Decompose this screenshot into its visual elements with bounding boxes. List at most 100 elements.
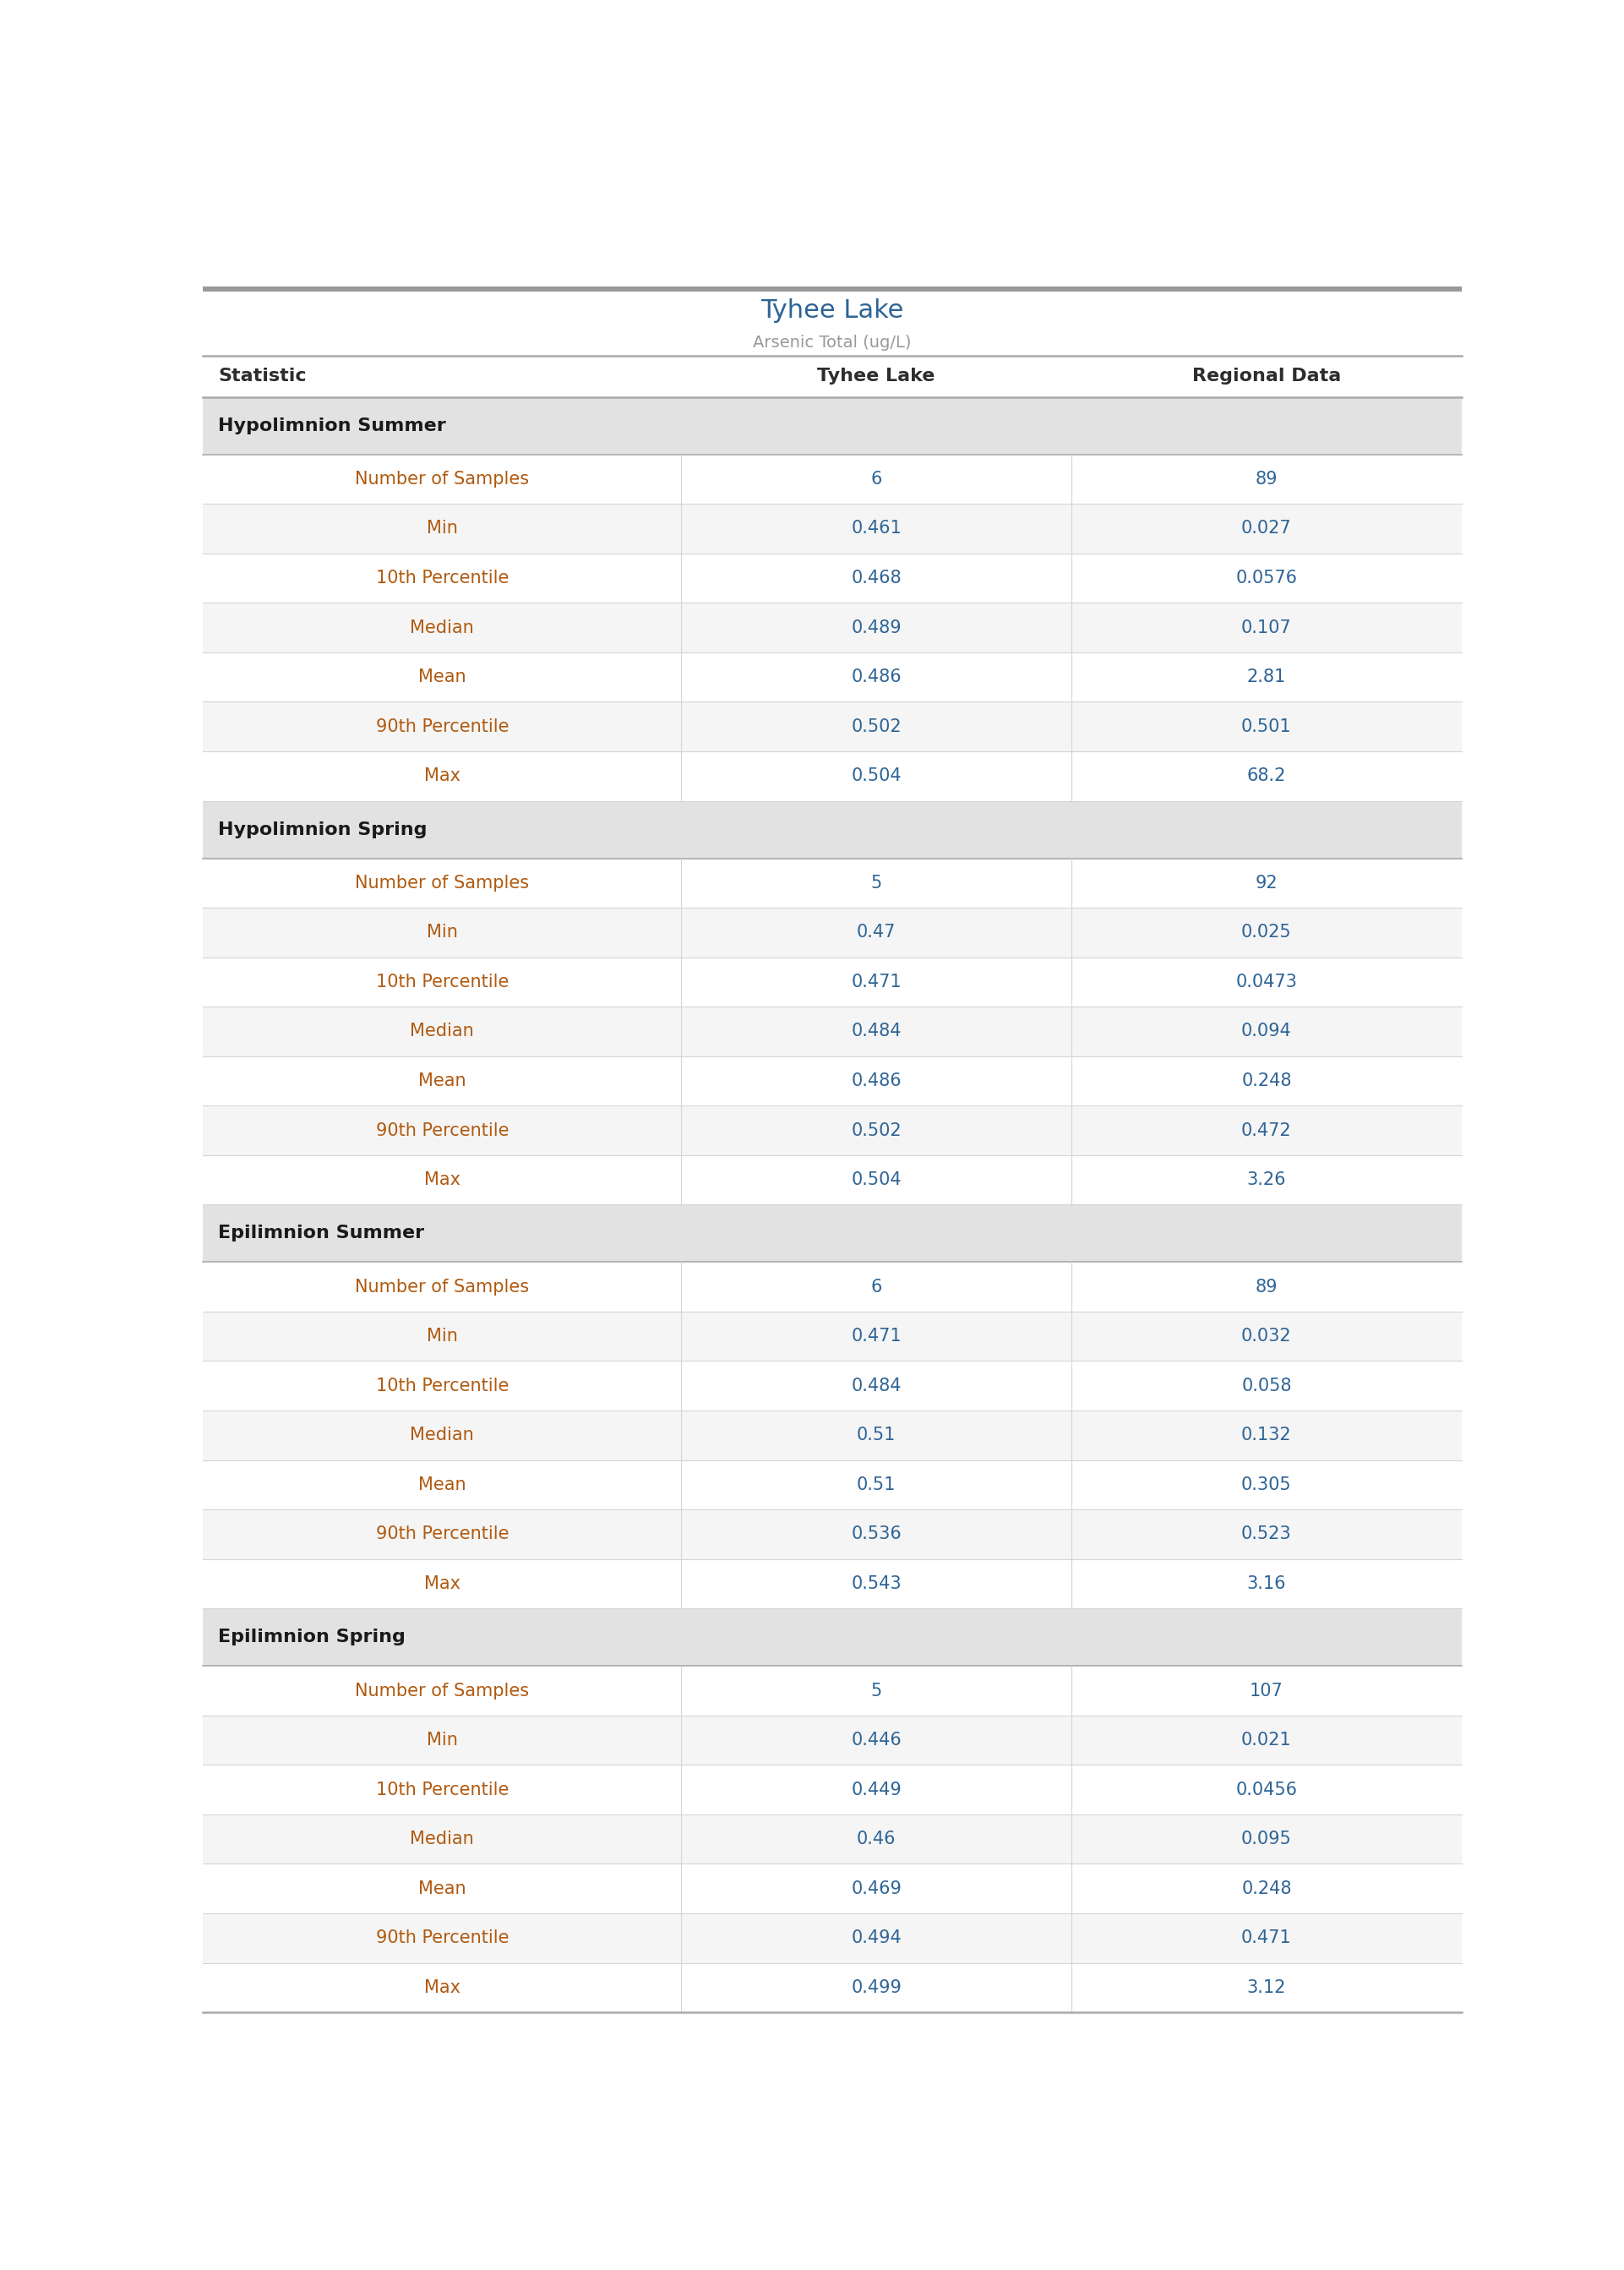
Text: 89: 89 bbox=[1255, 470, 1278, 488]
Bar bbox=[203, 1764, 1462, 1814]
Text: Median: Median bbox=[411, 1830, 474, 1848]
Text: 0.468: 0.468 bbox=[851, 570, 901, 586]
Bar bbox=[203, 1155, 1462, 1205]
Text: 0.504: 0.504 bbox=[851, 1171, 901, 1187]
Text: 0.484: 0.484 bbox=[851, 1024, 901, 1040]
Text: Tyhee Lake: Tyhee Lake bbox=[760, 297, 905, 322]
Bar bbox=[203, 1105, 1462, 1155]
Bar bbox=[203, 397, 1462, 454]
Text: 0.471: 0.471 bbox=[851, 974, 901, 990]
Text: 0.469: 0.469 bbox=[851, 1880, 901, 1898]
Bar bbox=[203, 286, 1462, 291]
Bar bbox=[203, 1914, 1462, 1964]
Bar bbox=[203, 604, 1462, 651]
Text: 107: 107 bbox=[1250, 1682, 1283, 1700]
Text: 5: 5 bbox=[870, 874, 882, 892]
Text: 0.47: 0.47 bbox=[857, 924, 896, 940]
Text: Number of Samples: Number of Samples bbox=[356, 1682, 529, 1700]
Text: 10th Percentile: 10th Percentile bbox=[375, 1378, 508, 1394]
Text: Max: Max bbox=[424, 767, 460, 785]
Bar bbox=[203, 1510, 1462, 1559]
Text: Tyhee Lake: Tyhee Lake bbox=[817, 368, 935, 384]
Text: 0.489: 0.489 bbox=[851, 620, 901, 636]
Text: 3.12: 3.12 bbox=[1247, 1979, 1286, 1995]
Text: Hypolimnion Spring: Hypolimnion Spring bbox=[218, 822, 427, 838]
Text: 0.502: 0.502 bbox=[851, 717, 901, 735]
Text: 2.81: 2.81 bbox=[1247, 670, 1286, 686]
Bar bbox=[203, 1410, 1462, 1460]
Text: 0.0456: 0.0456 bbox=[1236, 1782, 1298, 1798]
Text: 0.0473: 0.0473 bbox=[1236, 974, 1298, 990]
Text: 0.446: 0.446 bbox=[851, 1732, 901, 1748]
Text: Min: Min bbox=[427, 1732, 458, 1748]
Text: 0.132: 0.132 bbox=[1241, 1428, 1291, 1444]
Text: 0.504: 0.504 bbox=[851, 767, 901, 785]
Text: 0.523: 0.523 bbox=[1241, 1525, 1291, 1544]
Text: 68.2: 68.2 bbox=[1247, 767, 1286, 785]
Text: Mean: Mean bbox=[419, 1880, 466, 1898]
Bar bbox=[203, 1716, 1462, 1764]
Text: 0.248: 0.248 bbox=[1241, 1880, 1291, 1898]
Text: Number of Samples: Number of Samples bbox=[356, 874, 529, 892]
Text: Max: Max bbox=[424, 1979, 460, 1995]
Text: Median: Median bbox=[411, 1024, 474, 1040]
Text: Epilimnion Spring: Epilimnion Spring bbox=[218, 1630, 406, 1646]
Text: 0.449: 0.449 bbox=[851, 1782, 901, 1798]
Bar bbox=[203, 1262, 1462, 1312]
Bar bbox=[203, 651, 1462, 701]
Bar bbox=[203, 1609, 1462, 1666]
Text: Median: Median bbox=[411, 1428, 474, 1444]
Text: 0.027: 0.027 bbox=[1241, 520, 1291, 538]
Bar bbox=[203, 1362, 1462, 1410]
Bar bbox=[203, 1814, 1462, 1864]
Text: Number of Samples: Number of Samples bbox=[356, 1278, 529, 1296]
Text: 0.107: 0.107 bbox=[1241, 620, 1291, 636]
Text: 0.543: 0.543 bbox=[851, 1575, 901, 1591]
Text: Min: Min bbox=[427, 924, 458, 940]
Text: 0.486: 0.486 bbox=[851, 1071, 901, 1090]
Text: Hypolimnion Summer: Hypolimnion Summer bbox=[218, 418, 447, 434]
Text: 3.16: 3.16 bbox=[1247, 1575, 1286, 1591]
Bar bbox=[203, 554, 1462, 604]
Bar bbox=[203, 801, 1462, 858]
Text: Epilimnion Summer: Epilimnion Summer bbox=[218, 1226, 424, 1242]
Text: Arsenic Total (ug/L): Arsenic Total (ug/L) bbox=[754, 334, 911, 350]
Text: 0.46: 0.46 bbox=[857, 1830, 896, 1848]
Bar bbox=[203, 1056, 1462, 1105]
Bar bbox=[203, 858, 1462, 908]
Text: 10th Percentile: 10th Percentile bbox=[375, 1782, 508, 1798]
Text: 0.461: 0.461 bbox=[851, 520, 901, 538]
Text: 89: 89 bbox=[1255, 1278, 1278, 1296]
Text: Number of Samples: Number of Samples bbox=[356, 470, 529, 488]
Text: 10th Percentile: 10th Percentile bbox=[375, 570, 508, 586]
Text: 5: 5 bbox=[870, 1682, 882, 1700]
Text: Median: Median bbox=[411, 620, 474, 636]
Text: 92: 92 bbox=[1255, 874, 1278, 892]
Text: 0.094: 0.094 bbox=[1241, 1024, 1291, 1040]
Bar bbox=[203, 1559, 1462, 1609]
Text: 0.025: 0.025 bbox=[1241, 924, 1291, 940]
Text: 0.501: 0.501 bbox=[1241, 717, 1291, 735]
Text: 0.494: 0.494 bbox=[851, 1930, 901, 1948]
Text: Max: Max bbox=[424, 1171, 460, 1187]
Text: 0.095: 0.095 bbox=[1241, 1830, 1291, 1848]
Text: Min: Min bbox=[427, 520, 458, 538]
Text: Regional Data: Regional Data bbox=[1192, 368, 1341, 384]
Bar bbox=[203, 1666, 1462, 1716]
Bar bbox=[203, 1312, 1462, 1362]
Text: 90th Percentile: 90th Percentile bbox=[375, 1121, 508, 1140]
Text: Statistic: Statistic bbox=[218, 368, 307, 384]
Text: 0.471: 0.471 bbox=[851, 1328, 901, 1344]
Text: 0.0576: 0.0576 bbox=[1236, 570, 1298, 586]
Bar bbox=[203, 908, 1462, 958]
Text: 0.536: 0.536 bbox=[851, 1525, 901, 1544]
Text: 90th Percentile: 90th Percentile bbox=[375, 1930, 508, 1948]
Bar bbox=[203, 1864, 1462, 1914]
Bar bbox=[203, 1205, 1462, 1262]
Text: 90th Percentile: 90th Percentile bbox=[375, 717, 508, 735]
Text: 0.499: 0.499 bbox=[851, 1979, 901, 1995]
Text: 6: 6 bbox=[870, 470, 882, 488]
Bar bbox=[203, 504, 1462, 554]
Text: 0.51: 0.51 bbox=[857, 1428, 896, 1444]
Text: 0.305: 0.305 bbox=[1241, 1476, 1291, 1494]
